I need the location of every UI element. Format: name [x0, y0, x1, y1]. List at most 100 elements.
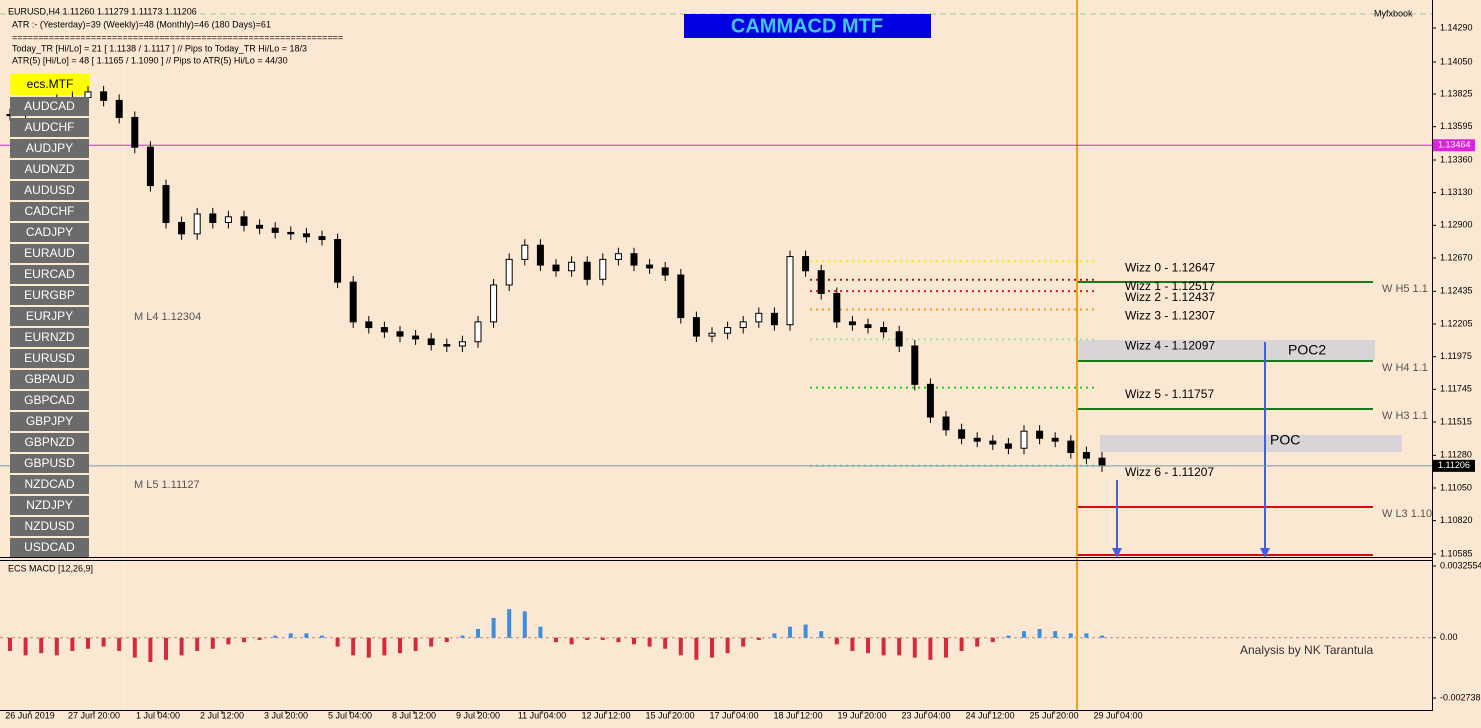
- candle: [427, 338, 435, 346]
- price-tick-label: 1.13130: [1440, 187, 1473, 197]
- title-box: [684, 14, 931, 38]
- symbol-label[interactable]: GBPNZD: [24, 435, 74, 449]
- symbol-button[interactable]: [10, 517, 89, 536]
- symbol-label[interactable]: AUDCAD: [24, 99, 75, 113]
- symbol-button[interactable]: [10, 181, 89, 200]
- symbol-label[interactable]: USDCAD: [24, 540, 75, 554]
- price-tick-label: 1.14050: [1440, 56, 1473, 66]
- macd-bar: [444, 637, 449, 643]
- mtf-button[interactable]: [10, 74, 90, 95]
- symbol-label[interactable]: EURCAD: [24, 267, 75, 281]
- level-label: M L4 1.12304: [134, 311, 201, 323]
- symbol-label[interactable]: AUDNZD: [25, 162, 75, 176]
- symbol-label[interactable]: NZDUSD: [25, 519, 75, 533]
- time-label: 24 Jul 12:00: [965, 710, 1014, 720]
- price-tick-label: 1.12900: [1440, 220, 1473, 230]
- candle: [256, 224, 264, 229]
- price-tick-label: 1.14290: [1440, 22, 1473, 32]
- candle: [100, 91, 108, 101]
- candle: [1020, 430, 1028, 449]
- symbol-button[interactable]: [10, 370, 89, 389]
- symbol-button[interactable]: [10, 391, 89, 410]
- macd-bar: [678, 637, 683, 656]
- macd-bar: [741, 637, 746, 647]
- symbol-button[interactable]: [10, 496, 89, 515]
- symbol-button[interactable]: [10, 139, 89, 158]
- price-tick-label: 1.10585: [1440, 548, 1473, 558]
- symbol-label[interactable]: GBPCAD: [24, 393, 75, 407]
- candle: [178, 221, 186, 235]
- symbol-button[interactable]: [10, 307, 89, 326]
- price-tick-label: 1.11280: [1440, 450, 1472, 460]
- candle: [786, 256, 794, 326]
- symbol-button[interactable]: [10, 244, 89, 263]
- candle: [490, 284, 498, 323]
- wizz-label: Wizz 5 - 1.11757: [1125, 387, 1214, 401]
- symbol-button[interactable]: [10, 454, 89, 473]
- price-tick-label: 1.11050: [1440, 482, 1472, 492]
- symbol-label[interactable]: EURJPY: [26, 309, 73, 323]
- time-label: 1 Jul 04:00: [136, 710, 180, 720]
- candle: [380, 327, 388, 333]
- macd-bar: [179, 637, 184, 656]
- macd-bar: [8, 637, 12, 651]
- wizz-label: Wizz 2 - 1.12437: [1125, 290, 1215, 304]
- symbol-button[interactable]: [10, 118, 89, 137]
- symbol-button[interactable]: [10, 412, 89, 431]
- symbol-label[interactable]: NZDJPY: [26, 498, 73, 512]
- symbol-label[interactable]: AUDCHF: [25, 120, 75, 134]
- candle: [973, 437, 981, 442]
- symbol-button[interactable]: [10, 286, 89, 305]
- symbol-label[interactable]: AUDUSD: [24, 183, 75, 197]
- macd-bar: [132, 637, 137, 658]
- macd-bar: [366, 637, 371, 658]
- symbol-button[interactable]: [10, 160, 89, 179]
- poc-label: POC: [1270, 432, 1300, 448]
- candle: [131, 116, 139, 148]
- symbol-button[interactable]: [10, 223, 89, 242]
- credit: Analysis by NK Tarantula: [1240, 643, 1374, 657]
- symbol-button[interactable]: [10, 97, 89, 116]
- macd-bar: [1100, 635, 1104, 638]
- macd-bar: [195, 637, 200, 651]
- symbol-label[interactable]: EURUSD: [24, 351, 75, 365]
- symbol-label[interactable]: GBPUSD: [24, 456, 75, 470]
- symbol-label[interactable]: AUDJPY: [26, 141, 73, 155]
- candle: [1051, 437, 1059, 442]
- symbol-label[interactable]: NZDCAD: [25, 477, 75, 491]
- header-line: EURUSD,H4 1.11260 1.11279 1.11173 1.1120…: [8, 6, 197, 16]
- symbol-button[interactable]: [10, 328, 89, 347]
- symbol-button[interactable]: [10, 538, 89, 557]
- symbol-button[interactable]: [10, 202, 89, 221]
- candle: [84, 91, 92, 99]
- price-tick-label: 1.13825: [1440, 88, 1473, 98]
- candle: [240, 216, 248, 226]
- symbol-button[interactable]: [10, 265, 89, 284]
- symbol-label[interactable]: EURGBP: [24, 288, 75, 302]
- broker: Myfxbook: [1374, 8, 1413, 18]
- macd-bar: [710, 637, 714, 658]
- symbol-button[interactable]: [10, 475, 89, 494]
- macd-bar: [413, 637, 418, 651]
- candle: [287, 231, 295, 235]
- time-label: 25 Jul 20:00: [1029, 710, 1078, 720]
- candle: [568, 261, 576, 272]
- symbol-label[interactable]: GBPAUD: [25, 372, 75, 386]
- symbol-label[interactable]: CADJPY: [26, 225, 73, 239]
- candle: [989, 440, 997, 445]
- symbol-label[interactable]: EURAUD: [24, 246, 75, 260]
- macd-bar: [944, 637, 948, 658]
- mtf-button-label[interactable]: ecs.MTF: [27, 77, 74, 91]
- symbol-label[interactable]: GBPJPY: [26, 414, 73, 428]
- symbol-button[interactable]: [10, 349, 89, 368]
- symbol-label[interactable]: EURNZD: [25, 330, 75, 344]
- symbol-button[interactable]: [10, 433, 89, 452]
- macd-bar: [164, 637, 168, 660]
- candle: [115, 99, 123, 118]
- candle: [536, 244, 544, 266]
- time-label: 19 Jul 20:00: [837, 710, 886, 720]
- macd-bar: [70, 637, 75, 651]
- candle: [614, 253, 622, 260]
- symbol-label[interactable]: CADCHF: [25, 204, 75, 218]
